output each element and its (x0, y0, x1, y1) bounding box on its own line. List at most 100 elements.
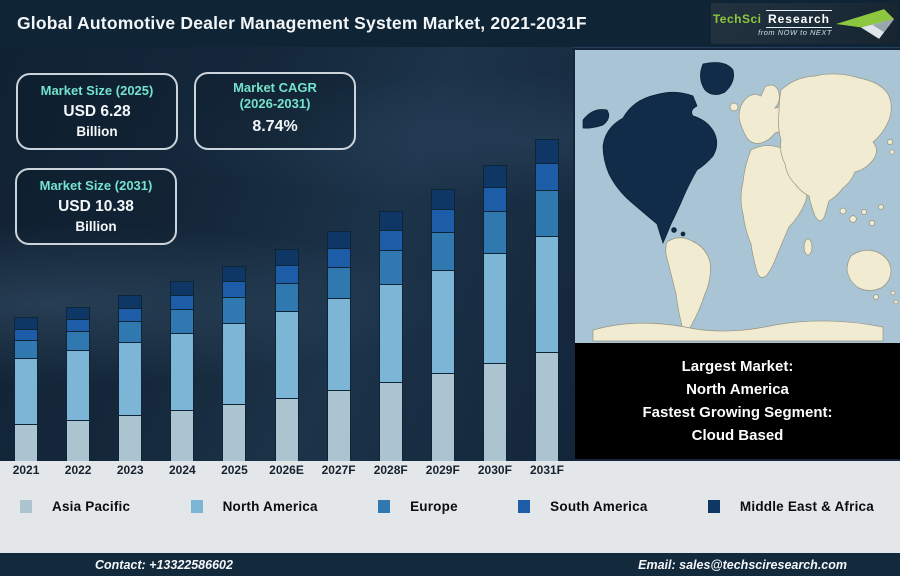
legend-label-middle-east-africa: Middle East & Africa (739, 499, 874, 514)
bar-segment-south-america (482, 186, 507, 212)
bar-segment-europe (378, 250, 403, 285)
stat-label: Market Size (2025) (40, 83, 154, 98)
bar-segment-north-america (274, 310, 299, 398)
bar-segment-europe (14, 340, 39, 358)
bar-segment-south-america (66, 318, 91, 332)
bar-segment-europe (118, 320, 143, 342)
bar-segment-north-america (378, 284, 403, 382)
bar-segment-asia-pacific (14, 423, 39, 461)
footer-bar: Contact: +13322586602 Email: sales@techs… (0, 553, 900, 576)
x-axis-label-2022: 2022 (64, 463, 92, 477)
stat-label-line2: (2026-2031) (239, 96, 311, 112)
stat-label: Market Size (2031) (39, 178, 153, 193)
stat-value: 8.74% (252, 117, 298, 135)
bar-2029f (430, 188, 455, 461)
legend-swatch-europe (378, 500, 391, 513)
x-axis-label-2024: 2024 (168, 463, 196, 477)
x-axis-label-2027f: 2027F (321, 463, 356, 477)
bar-column-2029f (417, 188, 469, 461)
bar-2027f (326, 230, 351, 461)
chart-panel: Market Size (2025) USD 6.28 Billion Mark… (0, 47, 573, 461)
bar-segment-north-america (326, 297, 351, 390)
bar-segment-middle-east-africa (482, 164, 507, 187)
map-north-america-highlight (582, 62, 734, 244)
logo-arrow-icon (836, 8, 894, 39)
x-axis-label-2025: 2025 (221, 463, 248, 477)
bar-segment-europe (66, 331, 91, 351)
bar-segment-north-america (170, 332, 195, 410)
legend-swatch-south-america (518, 500, 531, 513)
bar-2025 (222, 266, 247, 461)
bar-segment-asia-pacific (66, 419, 91, 461)
bar-segment-south-america (118, 307, 143, 321)
bar-segment-north-america (482, 253, 507, 363)
bar-2022 (66, 307, 91, 461)
stat-box-market-cagr: Market CAGR (2026-2031) 8.74% (194, 72, 356, 150)
bar-segment-middle-east-africa (170, 281, 195, 295)
bar-segment-middle-east-africa (222, 266, 247, 282)
bar-segment-south-america (222, 281, 247, 298)
callout-line-3: Fastest Growing Segment: (642, 404, 833, 421)
bar-column-2030f (469, 164, 521, 461)
legend-swatch-asia-pacific (20, 500, 32, 513)
legend-swatch-middle-east-africa (707, 500, 720, 513)
bar-2028f (378, 210, 403, 461)
legend-label-europe: Europe (410, 499, 458, 514)
map-landmasses (592, 73, 899, 342)
bar-segment-europe (326, 266, 351, 298)
stat-box-market-size-2025: Market Size (2025) USD 6.28 Billion (16, 73, 178, 150)
legend-label-north-america: North America (222, 499, 318, 514)
bar-segment-middle-east-africa (66, 307, 91, 319)
stat-value: USD 6.28 (63, 103, 131, 121)
chart-legend: Asia Pacific North America Europe South Ame… (0, 499, 900, 514)
bar-segment-asia-pacific (534, 351, 559, 461)
bar-2023 (118, 294, 143, 461)
bar-segment-europe (274, 282, 299, 311)
legend-item-asia-pacific: Asia Pacific (20, 499, 130, 514)
bar-segment-middle-east-africa (118, 294, 143, 308)
bar-segment-south-america (430, 209, 455, 232)
bar-2030f (482, 164, 507, 461)
bar-2021 (14, 317, 39, 461)
legend-item-north-america: North America (190, 499, 318, 514)
x-axis-label-2026e: 2026E (269, 463, 304, 477)
logo-brand-primary: TechSci (712, 11, 762, 26)
bar-segment-north-america (14, 357, 39, 424)
bar-segment-north-america (534, 235, 559, 352)
title-bar: Global Automotive Dealer Management Syst… (0, 0, 900, 48)
stat-unit: Billion (75, 219, 117, 235)
x-axis-label-2031f: 2031F (529, 463, 564, 477)
bar-segment-south-america (170, 294, 195, 310)
bar-segment-asia-pacific (170, 409, 195, 461)
stat-unit: Billion (76, 124, 118, 140)
bar-segment-middle-east-africa (430, 188, 455, 210)
bar-column-2023 (104, 294, 156, 461)
legend-item-middle-east-africa: Middle East & Africa (707, 499, 874, 514)
bar-2026e (274, 249, 299, 461)
bar-segment-europe (534, 189, 559, 236)
bar-column-2031f (521, 139, 573, 461)
bar-segment-europe (482, 211, 507, 254)
x-axis-label-2028f: 2028F (373, 463, 408, 477)
world-map (575, 50, 900, 343)
bar-column-2024 (156, 281, 208, 461)
callout-line-2: North America (686, 380, 789, 398)
callout-line-4: Cloud Based (691, 427, 784, 445)
bar-column-2025 (208, 266, 260, 461)
bar-column-2026e (260, 249, 312, 461)
x-axis-label-2029f: 2029F (425, 463, 460, 477)
x-axis-label-2021: 2021 (12, 463, 40, 477)
bar-segment-south-america (274, 265, 299, 283)
bar-segment-europe (170, 309, 195, 333)
bar-column-2022 (52, 307, 104, 461)
bar-segment-asia-pacific (222, 404, 247, 461)
bar-segment-south-america (326, 248, 351, 267)
bar-segment-asia-pacific (378, 382, 403, 461)
legend-item-south-america: South America (518, 499, 647, 514)
bar-segment-asia-pacific (118, 415, 143, 461)
x-axis-label-2030f: 2030F (477, 463, 512, 477)
bar-column-2028f (365, 210, 417, 461)
map-panel (575, 50, 900, 343)
stat-box-market-size-2031: Market Size (2031) USD 10.38 Billion (15, 168, 177, 245)
